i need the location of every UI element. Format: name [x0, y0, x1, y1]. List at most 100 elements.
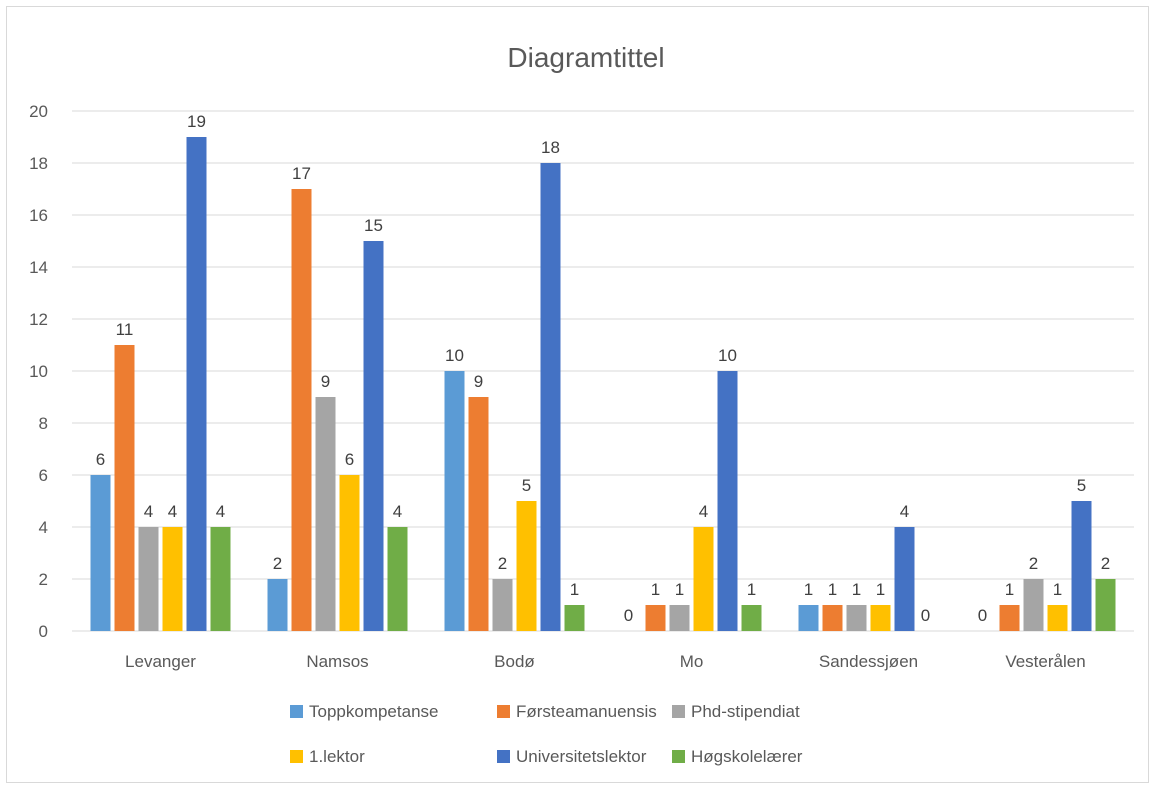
- bars: [90, 137, 1116, 631]
- bar: [186, 137, 207, 631]
- y-tick-label: 14: [29, 258, 48, 277]
- bar: [741, 605, 762, 631]
- data-label: 6: [96, 450, 105, 469]
- x-tick-label: Vesterålen: [1005, 652, 1085, 671]
- y-tick-label: 4: [39, 518, 48, 537]
- y-tick-label: 18: [29, 154, 48, 173]
- y-tick-label: 16: [29, 206, 48, 225]
- data-label: 4: [393, 502, 402, 521]
- x-tick-label: Sandessjøen: [819, 652, 918, 671]
- bar: [798, 605, 819, 631]
- bar: [894, 527, 915, 631]
- data-label: 1: [828, 580, 837, 599]
- bar: [315, 397, 336, 631]
- data-label: 9: [321, 372, 330, 391]
- y-tick-label: 0: [39, 622, 48, 641]
- bar: [846, 605, 867, 631]
- bar: [1047, 605, 1068, 631]
- data-label: 4: [699, 502, 708, 521]
- data-label: 5: [1077, 476, 1086, 495]
- bar: [114, 345, 135, 631]
- legend-swatch: [497, 705, 510, 718]
- x-axis-ticks: Levanger Namsos Bodø Mo Sandessjøen Vesteråle…: [125, 652, 1086, 671]
- data-label: 9: [474, 372, 483, 391]
- bar: [516, 501, 537, 631]
- y-axis-ticks: 0 2 4 6 8 10 12 14 16 18 20: [29, 102, 48, 641]
- data-label: 18: [541, 138, 560, 157]
- bar: [363, 241, 384, 631]
- data-label: 4: [168, 502, 177, 521]
- bar: [444, 371, 465, 631]
- bar: [999, 605, 1020, 631]
- legend-swatch: [290, 705, 303, 718]
- data-label: 6: [345, 450, 354, 469]
- bar: [291, 189, 312, 631]
- data-label: 10: [445, 346, 464, 365]
- x-tick-label: Mo: [680, 652, 704, 671]
- legend-label: Toppkompetanse: [309, 702, 438, 721]
- data-label: 17: [292, 164, 311, 183]
- legend-label: Universitetslektor: [516, 747, 647, 766]
- data-label: 0: [978, 606, 987, 625]
- data-label: 2: [498, 554, 507, 573]
- bar: [693, 527, 714, 631]
- data-label: 1: [876, 580, 885, 599]
- y-tick-label: 20: [29, 102, 48, 121]
- legend-label: Phd-stipendiat: [691, 702, 800, 721]
- chart-title: Diagramtittel: [507, 42, 664, 73]
- bar: [1095, 579, 1116, 631]
- bar: [1071, 501, 1092, 631]
- bar: [870, 605, 891, 631]
- data-label: 15: [364, 216, 383, 235]
- legend-label: 1.lektor: [309, 747, 365, 766]
- data-label: 1: [1053, 580, 1062, 599]
- y-tick-label: 10: [29, 362, 48, 381]
- data-label: 4: [216, 502, 225, 521]
- bar: [540, 163, 561, 631]
- data-label: 2: [1101, 554, 1110, 573]
- data-label: 1: [852, 580, 861, 599]
- bar: [717, 371, 738, 631]
- data-label: 1: [570, 580, 579, 599]
- bar: [387, 527, 408, 631]
- y-tick-label: 8: [39, 414, 48, 433]
- data-label: 2: [1029, 554, 1038, 573]
- x-tick-label: Levanger: [125, 652, 196, 671]
- data-label: 0: [921, 606, 930, 625]
- data-label: 10: [718, 346, 737, 365]
- legend: Toppkompetanse Førsteamanuensis Phd-stipen…: [290, 702, 803, 766]
- bar: [564, 605, 585, 631]
- legend-label: Høgskolelærer: [691, 747, 803, 766]
- y-tick-label: 2: [39, 570, 48, 589]
- data-label: 4: [900, 502, 909, 521]
- data-label: 5: [522, 476, 531, 495]
- bar: [90, 475, 111, 631]
- data-label: 4: [144, 502, 153, 521]
- data-label: 1: [747, 580, 756, 599]
- bar: [822, 605, 843, 631]
- bar: [492, 579, 513, 631]
- bar: [669, 605, 690, 631]
- legend-swatch: [672, 705, 685, 718]
- data-label: 1: [675, 580, 684, 599]
- bar: [645, 605, 666, 631]
- x-tick-label: Namsos: [306, 652, 368, 671]
- data-label: 1: [804, 580, 813, 599]
- legend-swatch: [497, 750, 510, 763]
- data-label: 11: [116, 320, 134, 339]
- x-tick-label: Bodø: [494, 652, 535, 671]
- data-label: 19: [187, 112, 206, 131]
- bar: [1023, 579, 1044, 631]
- legend-label: Førsteamanuensis: [516, 702, 657, 721]
- y-tick-label: 6: [39, 466, 48, 485]
- data-label: 0: [624, 606, 633, 625]
- bar: [339, 475, 360, 631]
- bar: [468, 397, 489, 631]
- legend-swatch: [290, 750, 303, 763]
- data-label: 1: [1005, 580, 1014, 599]
- gridlines: [72, 110, 1134, 632]
- y-tick-label: 12: [29, 310, 48, 329]
- bar: [138, 527, 159, 631]
